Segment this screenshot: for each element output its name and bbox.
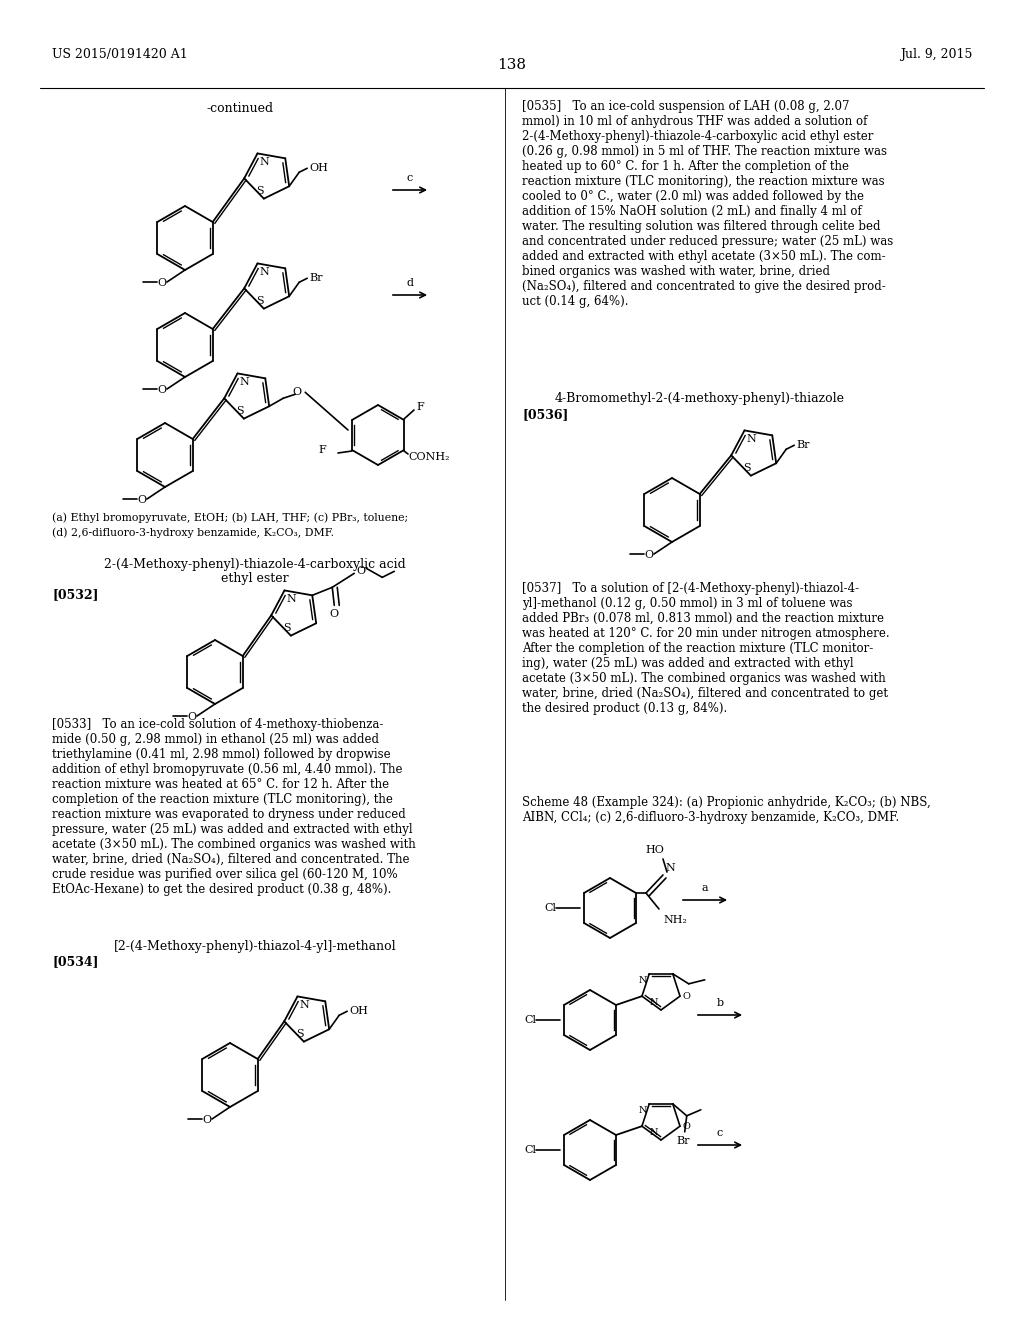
- Text: S: S: [256, 296, 263, 306]
- Text: HO: HO: [645, 845, 665, 855]
- Text: O: O: [157, 385, 166, 395]
- Text: S: S: [236, 405, 244, 416]
- Text: US 2015/0191420 A1: US 2015/0191420 A1: [52, 48, 187, 61]
- Text: N: N: [287, 594, 296, 605]
- Text: O: O: [356, 566, 366, 577]
- Text: N: N: [649, 1129, 658, 1137]
- Text: Br: Br: [309, 273, 323, 284]
- Text: Br: Br: [797, 441, 810, 450]
- Text: N: N: [665, 863, 675, 873]
- Text: a: a: [701, 883, 709, 894]
- Text: c: c: [407, 173, 413, 183]
- Text: N: N: [299, 1001, 309, 1010]
- Text: O: O: [157, 279, 166, 288]
- Text: N: N: [746, 434, 757, 445]
- Text: S: S: [256, 186, 263, 195]
- Text: [0532]: [0532]: [52, 587, 98, 601]
- Text: 4-Bromomethyl-2-(4-methoxy-phenyl)-thiazole: 4-Bromomethyl-2-(4-methoxy-phenyl)-thiaz…: [555, 392, 845, 405]
- Text: O: O: [137, 495, 146, 506]
- Text: OH: OH: [349, 1006, 368, 1016]
- Text: O: O: [187, 711, 197, 722]
- Text: N: N: [649, 998, 658, 1007]
- Text: [0535]   To an ice-cold suspension of LAH (0.08 g, 2.07
mmol) in 10 ml of anhydr: [0535] To an ice-cold suspension of LAH …: [522, 100, 893, 308]
- Text: Scheme 48 (Example 324): (a) Propionic anhydride, K₂CO₃; (b) NBS,: Scheme 48 (Example 324): (a) Propionic a…: [522, 796, 931, 809]
- Text: N: N: [259, 268, 269, 277]
- Text: b: b: [717, 998, 724, 1008]
- Text: Cl: Cl: [524, 1015, 536, 1026]
- Text: [0534]: [0534]: [52, 954, 98, 968]
- Text: F: F: [318, 445, 326, 455]
- Text: -continued: -continued: [207, 102, 273, 115]
- Text: 2-(4-Methoxy-phenyl)-thiazole-4-carboxylic acid: 2-(4-Methoxy-phenyl)-thiazole-4-carboxyl…: [104, 558, 406, 572]
- Text: OH: OH: [309, 164, 328, 173]
- Text: Cl: Cl: [544, 903, 556, 913]
- Text: S: S: [296, 1028, 304, 1039]
- Text: O: O: [644, 550, 653, 560]
- Text: (d) 2,6-difluoro-3-hydroxy benzamide, K₂CO₃, DMF.: (d) 2,6-difluoro-3-hydroxy benzamide, K₂…: [52, 527, 334, 537]
- Text: CONH₂: CONH₂: [408, 451, 450, 462]
- Text: S: S: [743, 462, 751, 473]
- Text: N: N: [240, 378, 249, 388]
- Text: Cl: Cl: [524, 1144, 536, 1155]
- Text: AIBN, CCl₄; (c) 2,6-difluoro-3-hydroxy benzamide, K₂CO₃, DMF.: AIBN, CCl₄; (c) 2,6-difluoro-3-hydroxy b…: [522, 810, 899, 824]
- Text: O: O: [330, 610, 339, 619]
- Text: [0537]   To a solution of [2-(4-Methoxy-phenyl)-thiazol-4-
yl]-methanol (0.12 g,: [0537] To a solution of [2-(4-Methoxy-ph…: [522, 582, 890, 715]
- Text: [0536]: [0536]: [522, 408, 568, 421]
- Text: Br: Br: [676, 1135, 689, 1146]
- Text: O: O: [202, 1115, 211, 1125]
- Text: (a) Ethyl bromopyruvate, EtOH; (b) LAH, THF; (c) PBr₃, toluene;: (a) Ethyl bromopyruvate, EtOH; (b) LAH, …: [52, 512, 409, 523]
- Text: O: O: [293, 387, 302, 397]
- Text: Jul. 9, 2015: Jul. 9, 2015: [900, 48, 972, 61]
- Text: NH₂: NH₂: [663, 915, 687, 925]
- Text: O: O: [682, 1122, 690, 1131]
- Text: d: d: [407, 279, 414, 288]
- Text: c: c: [717, 1129, 723, 1138]
- Text: S: S: [283, 623, 291, 632]
- Text: N: N: [639, 975, 647, 985]
- Text: [2-(4-Methoxy-phenyl)-thiazol-4-yl]-methanol: [2-(4-Methoxy-phenyl)-thiazol-4-yl]-meth…: [114, 940, 396, 953]
- Text: [0533]   To an ice-cold solution of 4-methoxy-thiobenza-
mide (0.50 g, 2.98 mmol: [0533] To an ice-cold solution of 4-meth…: [52, 718, 416, 896]
- Text: 138: 138: [498, 58, 526, 73]
- Text: ethyl ester: ethyl ester: [221, 572, 289, 585]
- Text: N: N: [639, 1106, 647, 1115]
- Text: F: F: [416, 403, 424, 412]
- Text: O: O: [682, 991, 690, 1001]
- Text: N: N: [259, 157, 269, 168]
